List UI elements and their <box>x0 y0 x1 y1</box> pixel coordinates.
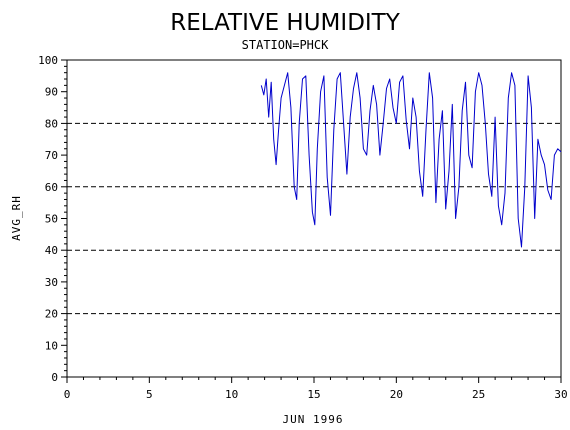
x-tick-label-0: 0 <box>64 388 71 401</box>
x-tick-label-15: 15 <box>307 388 320 401</box>
y-tick-label-90: 90 <box>45 86 58 99</box>
y-tick-label-40: 40 <box>45 244 58 257</box>
y-tick-label-80: 80 <box>45 117 58 130</box>
y-tick-label-20: 20 <box>45 308 58 321</box>
series-line-0 <box>260 72 562 248</box>
series-layer <box>260 72 562 248</box>
y-tick-label-50: 50 <box>45 213 58 226</box>
y-tick-label-70: 70 <box>45 149 58 162</box>
chart-title: RELATIVE HUMIDITY <box>170 10 401 36</box>
y-tick-label-60: 60 <box>45 181 58 194</box>
y-axis-label: AVG_RH <box>10 195 23 241</box>
x-axis-label: JUN 1996 <box>283 413 344 426</box>
x-tick-label-30: 30 <box>554 388 567 401</box>
x-tick-label-5: 5 <box>146 388 153 401</box>
y-tick-label-30: 30 <box>45 276 58 289</box>
y-tick-label-10: 10 <box>45 339 58 352</box>
tick-labels: 0 10 20 30 40 50 60 70 80 90 100 0 5 10 15 20 25 30 <box>38 54 568 401</box>
axes <box>61 59 562 383</box>
chart-subtitle: STATION=PHCK <box>242 38 329 52</box>
x-tick-label-10: 10 <box>225 388 238 401</box>
y-tick-label-0: 0 <box>51 371 58 384</box>
x-tick-label-25: 25 <box>472 388 485 401</box>
x-tick-label-20: 20 <box>390 388 403 401</box>
y-tick-label-100: 100 <box>38 54 58 67</box>
